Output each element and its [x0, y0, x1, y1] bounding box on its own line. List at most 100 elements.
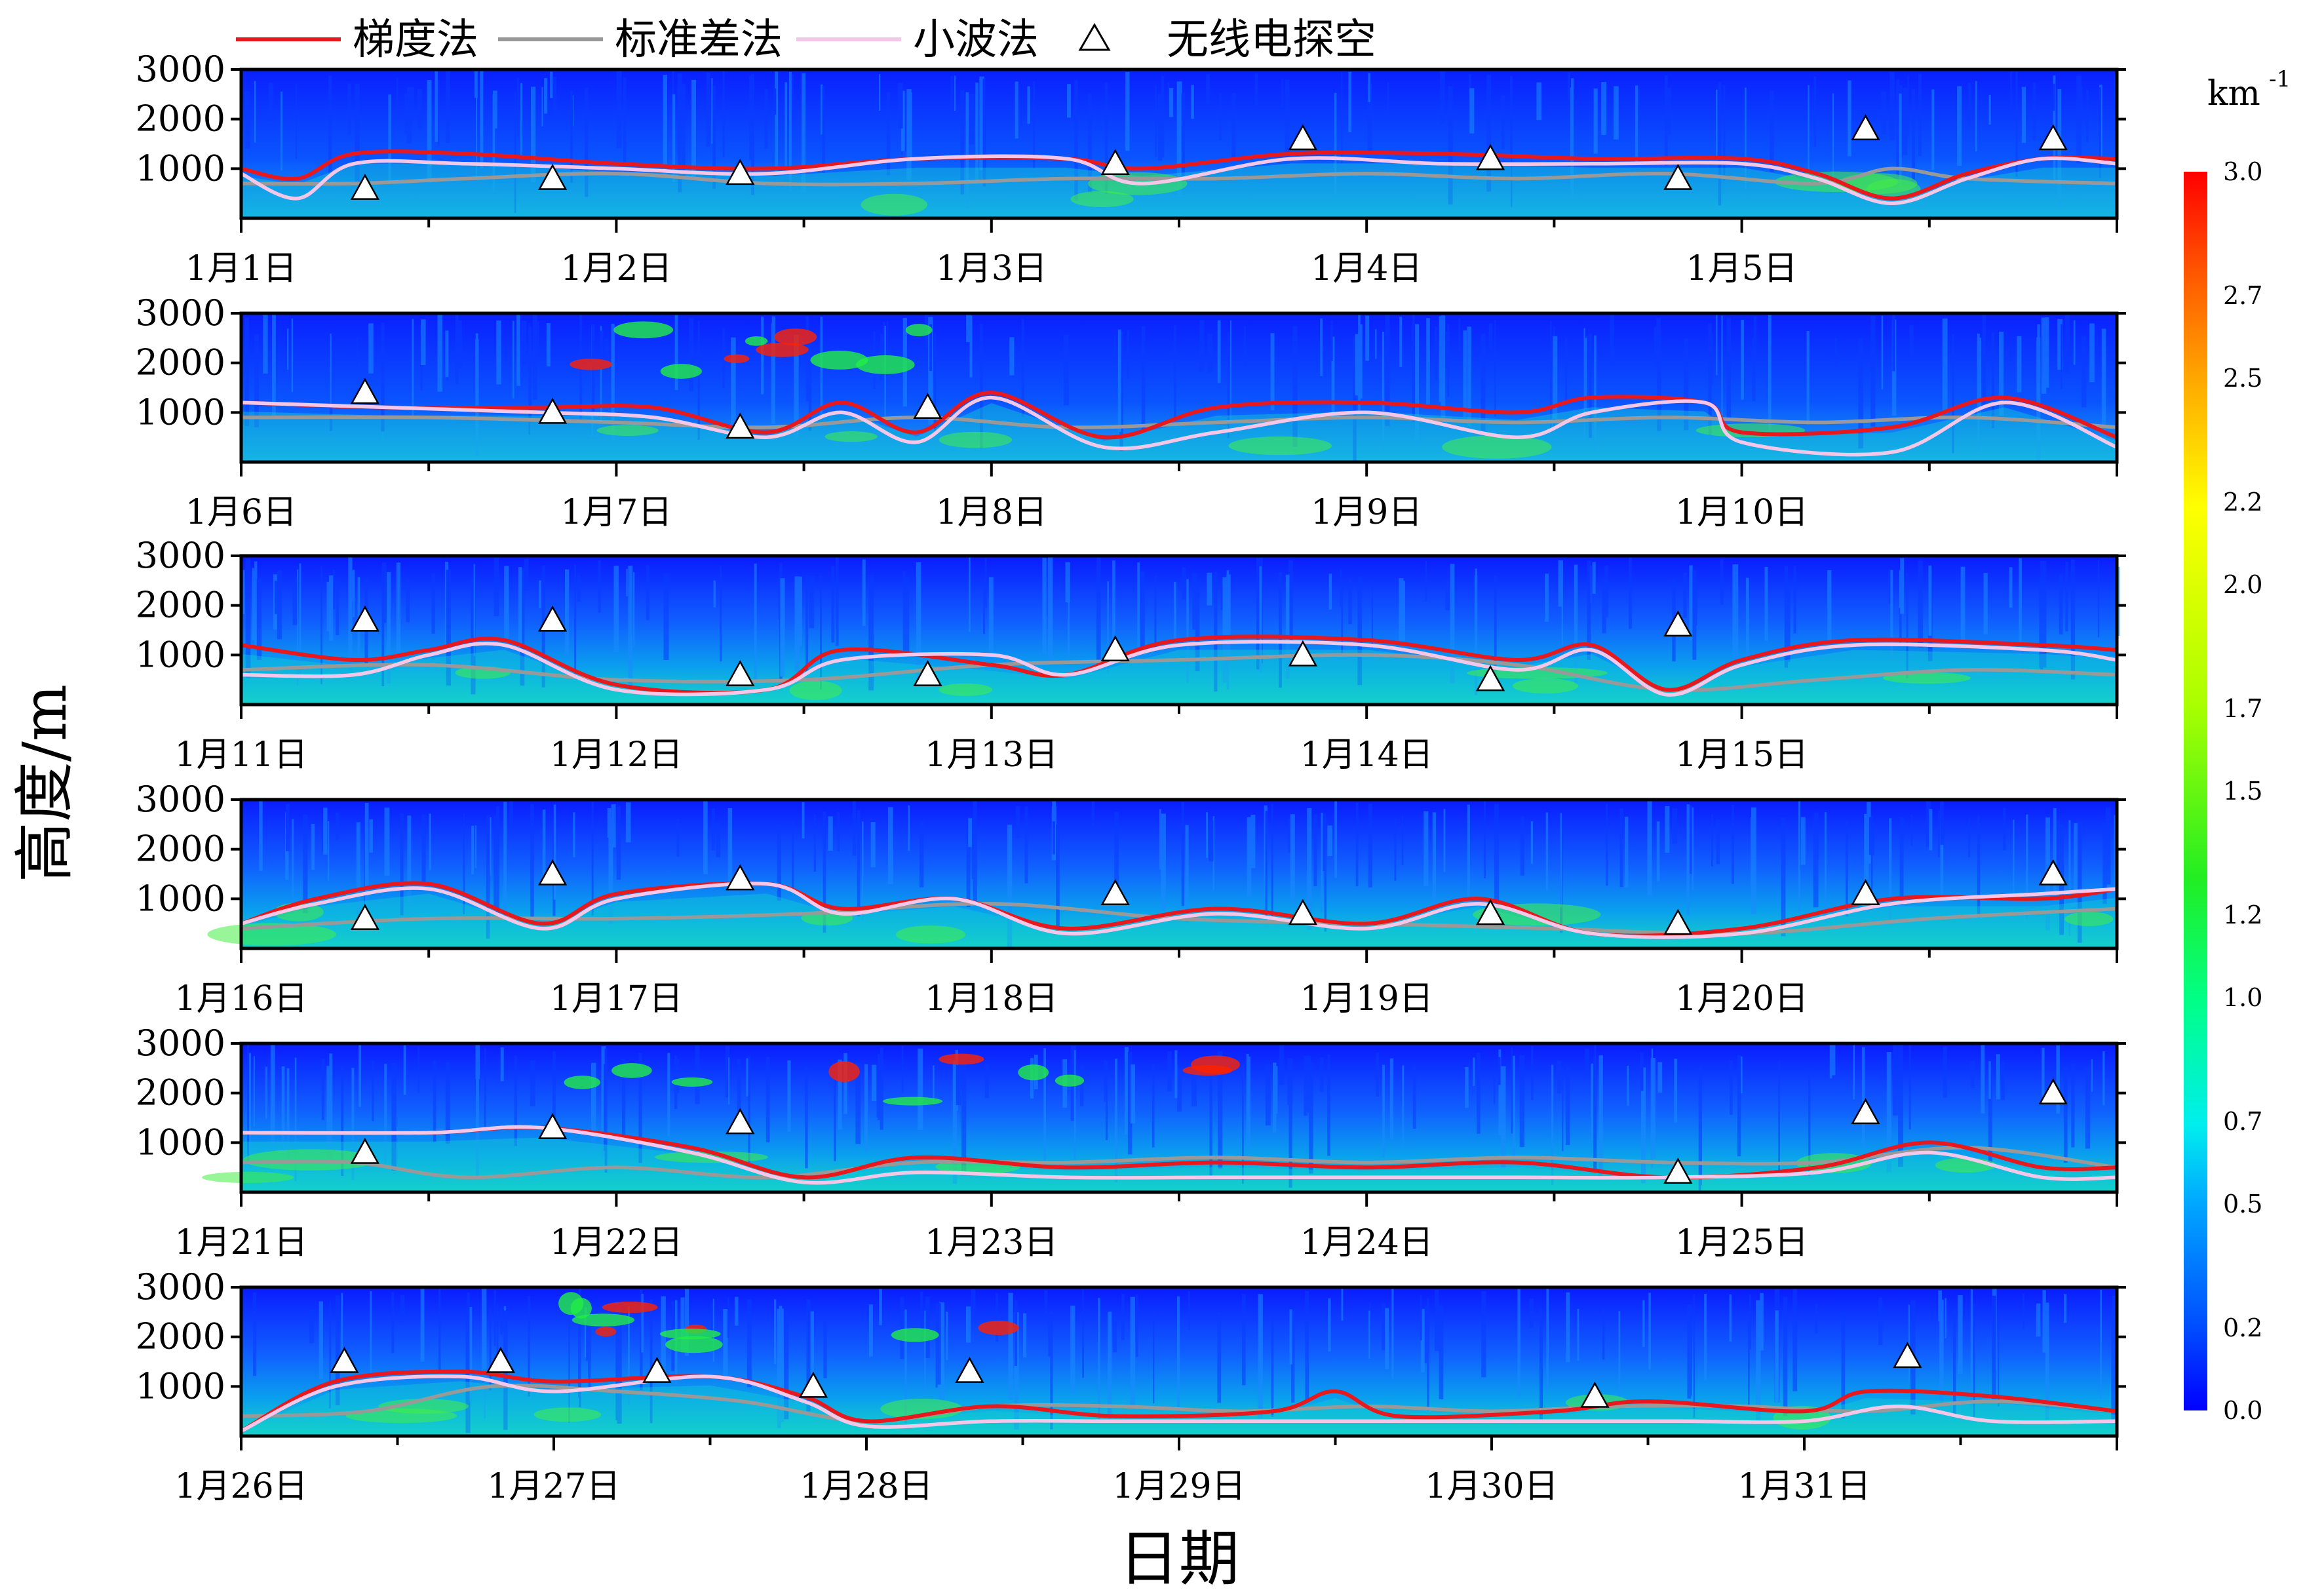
heatmap-streak — [2068, 820, 2071, 936]
heatmap-streak — [1327, 825, 1332, 857]
colorbar-tick-label: 1.5 — [2223, 777, 2262, 806]
heatmap-high-patch — [824, 431, 878, 442]
legend-triangle-marker — [1078, 23, 1111, 51]
heatmap-streak — [871, 1064, 877, 1101]
heatmap-streak — [751, 74, 754, 195]
heatmap-streak — [935, 1303, 938, 1388]
heatmap-streak — [1700, 1065, 1702, 1186]
heatmap-streak — [1834, 338, 1838, 368]
colorbar-tick-label: 2.2 — [2223, 488, 2262, 516]
heatmap-streak — [1768, 315, 1772, 431]
heatmap-streak — [1501, 95, 1505, 149]
heatmap-streak — [539, 580, 541, 608]
heatmap-streak — [900, 1296, 904, 1359]
heatmap-streak — [1907, 75, 1909, 136]
heatmap-streak — [1730, 1060, 1733, 1115]
x-tick-label: 1月6日 — [185, 493, 297, 532]
heatmap-cloud-patch — [756, 342, 809, 357]
heatmap-streak — [908, 805, 910, 851]
y-tick-label: 2000 — [136, 1072, 225, 1114]
heatmap-streak — [292, 581, 298, 625]
heatmap-streak — [309, 1310, 315, 1344]
heatmap-streak — [2037, 324, 2040, 387]
heatmap-streak — [253, 1056, 255, 1127]
heatmap-streak — [1550, 321, 1552, 428]
heatmap-cloud-patch — [665, 1336, 723, 1353]
heatmap-streak — [1545, 812, 1549, 891]
heatmap-streak — [1161, 75, 1165, 157]
heatmap-streak — [321, 1059, 324, 1120]
heatmap-streak — [728, 1057, 730, 1104]
heatmap-streak — [1642, 1300, 1645, 1348]
series-line-标准差法 — [241, 653, 2118, 692]
heatmap-streak — [1781, 817, 1786, 937]
heatmap-streak — [906, 89, 912, 180]
sounding-point — [726, 412, 755, 439]
heatmap-streak — [1651, 1048, 1654, 1168]
heatmap-streak — [1385, 1308, 1389, 1370]
sounding-point — [913, 660, 942, 686]
heatmap-streak — [1760, 1293, 1764, 1351]
heatmap-streak — [1015, 81, 1018, 139]
heatmap-streak — [351, 570, 355, 602]
x-tick-label: 1月7日 — [560, 493, 672, 532]
heatmap-streak — [1841, 1313, 1845, 1400]
heatmap-streak — [355, 84, 360, 184]
heatmap-streak — [1137, 562, 1140, 666]
heatmap-streak — [802, 802, 805, 839]
heatmap-streak — [341, 1293, 343, 1355]
heatmap-streak — [1098, 1298, 1100, 1421]
heatmap-streak — [1606, 804, 1608, 886]
heatmap-streak — [1439, 316, 1442, 402]
heatmap-streak — [417, 88, 423, 128]
heatmap-streak — [544, 78, 548, 114]
heatmap-streak — [910, 92, 912, 159]
heatmap-streak — [1469, 88, 1475, 134]
y-tick-label: 1000 — [136, 878, 225, 919]
heatmap-streak — [1808, 85, 1810, 185]
heatmap-streak — [1591, 1063, 1594, 1141]
heatmap-streak — [1074, 80, 1078, 201]
heatmap-streak — [1517, 1289, 1520, 1396]
x-tick-label: 1月9日 — [1311, 493, 1422, 532]
heatmap-streak — [1341, 1288, 1344, 1321]
heatmap-streak — [820, 575, 822, 690]
heatmap-streak — [1551, 1064, 1554, 1185]
heatmap-streak — [277, 570, 282, 640]
heatmap-streak — [263, 313, 268, 374]
x-tick-label: 1月31日 — [1737, 1467, 1870, 1506]
heatmap-streak — [1357, 576, 1363, 686]
heatmap-streak — [550, 71, 553, 98]
heatmap-streak — [1355, 802, 1359, 887]
heatmap-streak — [1688, 805, 1692, 874]
heatmap-streak — [1227, 332, 1230, 438]
heatmap-streak — [2105, 807, 2111, 885]
legend-label: 无线电探空 — [1167, 16, 1376, 64]
heatmap-streak — [805, 316, 809, 402]
heatmap-streak — [528, 326, 532, 419]
heatmap-streak — [904, 1309, 907, 1424]
heatmap-streak — [1929, 809, 1933, 851]
heatmap-streak — [1870, 819, 1874, 855]
heatmap-streak — [1125, 71, 1130, 151]
heatmap-streak — [1290, 814, 1295, 904]
y-tick-label: 3000 — [136, 292, 225, 334]
heatmap-streak — [1023, 1313, 1027, 1357]
heatmap-streak — [1570, 87, 1572, 190]
heatmap-streak — [1939, 1299, 1944, 1408]
heatmap-streak — [573, 812, 575, 857]
heatmap-streak — [1988, 95, 1991, 125]
heatmap-streak — [868, 1304, 873, 1357]
sounding-point — [726, 864, 755, 891]
heatmap-streak — [1174, 325, 1176, 418]
heatmap-streak — [328, 75, 332, 178]
heatmap-streak — [1509, 75, 1513, 156]
sounding-point — [1851, 1098, 1880, 1125]
heatmap-streak — [2045, 317, 2049, 388]
heatmap-streak — [1306, 1055, 1311, 1113]
colorbar-tick-label: 0.7 — [2223, 1107, 2262, 1136]
heatmap-streak — [640, 1290, 643, 1390]
panel-5: 1000 2000 3000 1月21日 1月22日 1月23日 1月24日 1月25日 — [136, 1022, 2126, 1262]
heatmap-streak — [748, 1055, 750, 1170]
